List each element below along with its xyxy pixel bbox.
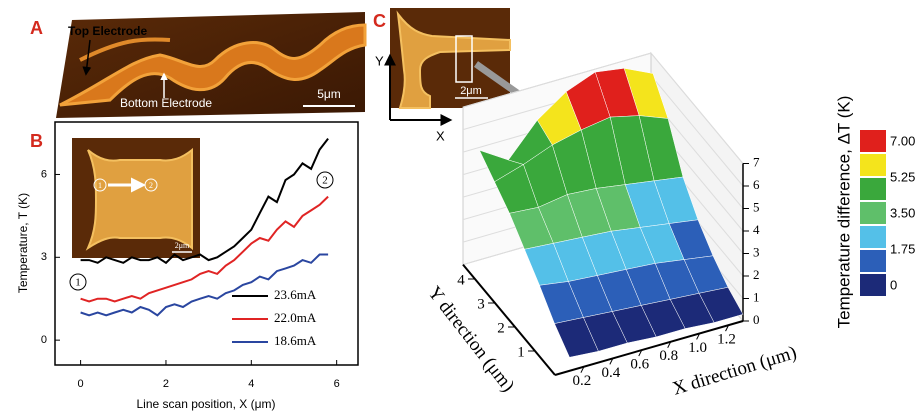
panel-label: B bbox=[30, 131, 43, 151]
x-tick-label: 0.4 bbox=[601, 365, 620, 381]
colorbar-title: Temperature difference, ΔT (K) bbox=[834, 96, 853, 329]
inset-marker: 2 bbox=[149, 181, 153, 190]
colorbar-tick-label: 5.25 bbox=[890, 169, 915, 184]
scale-bar-label: 2μm bbox=[460, 85, 482, 97]
line bbox=[81, 255, 329, 316]
figure: A B C Top Electrode Bottom Electrode 5μm… bbox=[0, 0, 921, 414]
y-tick-label: 0 bbox=[41, 334, 47, 346]
annotation: 2 bbox=[322, 175, 328, 187]
colorbar-swatch bbox=[860, 202, 886, 224]
panel-label: A bbox=[30, 18, 43, 38]
legend-label: 23.6mA bbox=[274, 287, 317, 302]
x-tick-label: 0.2 bbox=[573, 373, 592, 389]
x-axis-title: Line scan position, X (μm) bbox=[137, 397, 276, 411]
z-tick-label: 6 bbox=[753, 177, 760, 192]
annotation: Bottom Electrode bbox=[120, 96, 212, 110]
colorbar-swatch bbox=[860, 154, 886, 176]
y-tick-label: 3 bbox=[477, 296, 485, 312]
colorbar-swatch bbox=[860, 178, 886, 200]
legend-label: 22.0mA bbox=[274, 310, 317, 325]
colorbar-swatch bbox=[860, 130, 886, 152]
x-tick-label: 1.2 bbox=[717, 332, 736, 348]
axis-arrow-label: Y bbox=[375, 53, 384, 68]
colorbar-tick-label: 3.50 bbox=[890, 205, 915, 220]
x-tick-label: 0.6 bbox=[630, 357, 649, 373]
x-tick-label: 0.8 bbox=[659, 348, 678, 364]
y-tick-label: 3 bbox=[41, 251, 47, 263]
y-tick-label: 1 bbox=[517, 344, 525, 360]
z-tick-label: 7 bbox=[753, 154, 760, 169]
z-tick-label: 5 bbox=[753, 199, 760, 214]
x-tick-label: 2 bbox=[163, 378, 169, 390]
inset-marker: 1 bbox=[98, 181, 102, 190]
x-tick-label: 0 bbox=[78, 378, 84, 390]
x-tick-label: 1.0 bbox=[688, 340, 707, 356]
colorbar-tick-label: 7.00 bbox=[890, 133, 915, 148]
annotation: Top Electrode bbox=[68, 24, 147, 38]
y-tick-label: 2 bbox=[497, 320, 505, 336]
scale-bar-label: 5μm bbox=[317, 87, 341, 101]
colorbar-swatch bbox=[860, 226, 886, 248]
y-axis-title: Y direction (μm) bbox=[423, 283, 518, 397]
z-tick-label: 2 bbox=[753, 267, 760, 282]
x-tick-label: 6 bbox=[334, 378, 340, 390]
y-tick-label: 4 bbox=[457, 272, 465, 288]
z-tick-label: 3 bbox=[753, 244, 760, 259]
panel-label: C bbox=[373, 11, 386, 31]
y-tick-label: 6 bbox=[41, 168, 47, 180]
z-tick-label: 4 bbox=[753, 222, 760, 237]
x-tick-label: 4 bbox=[248, 378, 254, 390]
z-tick-label: 1 bbox=[753, 289, 760, 304]
colorbar-swatch bbox=[860, 274, 886, 296]
legend-label: 18.6mA bbox=[274, 333, 317, 348]
colorbar-swatch bbox=[860, 250, 886, 272]
y-axis-title: Temperature, T (K) bbox=[16, 193, 30, 293]
annotation: 1 bbox=[75, 277, 81, 289]
z-tick-label: 0 bbox=[753, 312, 760, 327]
axis-arrow-label: X bbox=[436, 128, 445, 143]
colorbar-tick-label: 0 bbox=[890, 277, 897, 292]
scale-bar-label: 2μm bbox=[175, 241, 190, 250]
colorbar-tick-label: 1.75 bbox=[890, 241, 915, 256]
